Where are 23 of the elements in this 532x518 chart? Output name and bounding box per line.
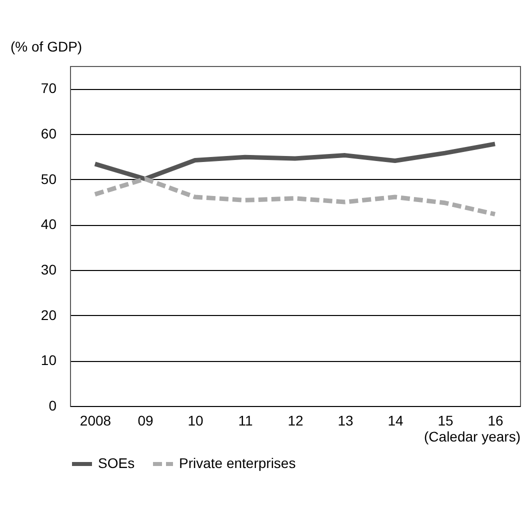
x-tick-label: 16 (488, 412, 504, 428)
y-tick-label: 10 (40, 352, 57, 368)
x-tick-label: 10 (188, 412, 204, 428)
x-tick-label: 2008 (80, 412, 112, 428)
y-tick-label: 20 (40, 306, 57, 323)
x-tick-label: 11 (238, 412, 253, 428)
y-tick-label: 40 (40, 216, 57, 232)
y-tick-label: 0 (48, 398, 57, 414)
x-tick-label: 14 (388, 412, 404, 428)
x-tick-label: 09 (138, 412, 154, 428)
x-axis-title: (Caledar years) (424, 428, 520, 444)
y-tick-label: 70 (40, 80, 57, 96)
y-tick-label: 50 (40, 170, 57, 187)
legend-label: SOEs (98, 455, 135, 471)
x-tick-label: 13 (338, 412, 354, 428)
y-tick-label: 30 (40, 262, 57, 278)
y-axis-title: (% of GDP) (10, 38, 82, 54)
line-series (92, 176, 498, 216)
x-tick-label: 15 (438, 412, 454, 428)
line-series (92, 142, 498, 182)
legend-label: Private enterprises (179, 455, 296, 471)
y-tick-label: 60 (40, 126, 57, 142)
x-tick-label: 12 (288, 412, 304, 428)
